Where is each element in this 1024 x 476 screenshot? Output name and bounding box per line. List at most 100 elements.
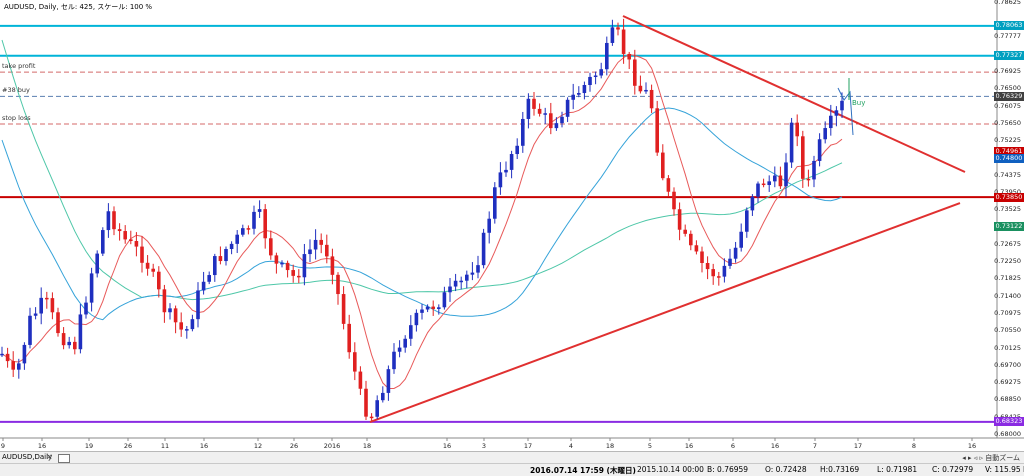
candle-body	[722, 265, 727, 277]
status-close: C: 0.72979	[932, 465, 974, 474]
x-tick-label: 16	[442, 442, 452, 450]
candle-body	[313, 239, 318, 250]
y-tick-label: 0.76925	[994, 67, 1021, 76]
y-tick-label: 0.78625	[994, 0, 1021, 6]
x-tick-label: 12	[253, 442, 263, 450]
candle-body	[22, 344, 27, 364]
candle-body	[543, 113, 547, 115]
candle-body	[61, 333, 66, 346]
x-tick-label: 26	[289, 442, 299, 450]
y-tick-label: 0.69700	[994, 360, 1021, 369]
candle-body	[840, 100, 844, 111]
candle-body	[414, 312, 419, 326]
candle-body	[700, 251, 704, 264]
candle-body	[739, 231, 743, 248]
x-tick-label: 6	[730, 442, 736, 450]
auto-scroll-control[interactable]: ◂ ▸ ◃ ▹ 自動ズーム	[962, 454, 1020, 462]
candle-body	[795, 122, 799, 137]
candle-body	[397, 347, 402, 352]
candle-body	[325, 244, 329, 257]
candle-body	[459, 280, 463, 283]
candle-body	[50, 298, 55, 313]
buy-marker-line	[837, 87, 854, 136]
candle-body	[571, 94, 575, 100]
status-open: O: 0.72428	[765, 465, 807, 474]
candle-body	[442, 292, 447, 308]
candle-body	[347, 323, 351, 353]
candle-body	[39, 297, 43, 314]
candle-body	[532, 98, 536, 109]
candle-body	[666, 178, 671, 192]
candle-body	[5, 353, 10, 362]
x-tick-label: 8	[911, 442, 917, 450]
candle-body	[190, 319, 195, 330]
candle-body	[778, 175, 783, 187]
candle-body	[801, 136, 805, 179]
x-tick-label: 18	[362, 442, 372, 450]
candle-body	[129, 239, 133, 242]
candle-body	[330, 256, 335, 275]
candle-body	[0, 353, 4, 356]
candle-body	[235, 234, 239, 244]
y-tick-label: 0.73950	[994, 188, 1021, 196]
candle-body	[616, 27, 620, 30]
status-buy-price: B: 0.76959	[707, 465, 749, 474]
candle-body	[582, 85, 587, 94]
y-tick-label: 0.76075	[994, 101, 1021, 110]
x-tick-label: 4	[568, 442, 574, 450]
price-tag: 0.73850	[994, 192, 1024, 202]
candle-body	[498, 172, 503, 188]
price-chart[interactable]: Buy	[0, 0, 1024, 451]
candle-body	[470, 272, 475, 275]
candle-body	[733, 247, 738, 259]
candle-body	[834, 110, 839, 116]
x-tick-label: 17	[523, 442, 533, 450]
candle-body	[291, 270, 295, 276]
candle-body	[683, 229, 687, 234]
x-tick-label: 19	[84, 442, 94, 450]
candle-body	[784, 162, 788, 187]
candle-body	[823, 128, 827, 140]
chart-tab[interactable]: AUDUSD,Daily	[2, 453, 53, 461]
candle-body	[453, 280, 458, 287]
candle-body	[437, 307, 441, 309]
candle-body	[241, 228, 245, 235]
candle-body	[252, 211, 256, 229]
candle-body	[84, 302, 88, 315]
y-tick-label: 0.70550	[994, 326, 1021, 335]
window-icon[interactable]	[58, 454, 70, 463]
candle-body	[767, 181, 771, 185]
candle-body	[672, 191, 676, 210]
candle-body	[33, 313, 38, 316]
price-tag: 0.76329	[994, 91, 1024, 101]
candle-body	[409, 325, 413, 339]
close-icon[interactable]: ×	[46, 452, 53, 461]
y-tick-label: 0.72250	[994, 257, 1021, 266]
candle-body	[817, 139, 822, 161]
candle-body	[168, 308, 172, 313]
candle-body	[504, 169, 508, 173]
status-low: L: 0.71981	[877, 465, 918, 474]
x-tick-label: 7	[812, 442, 818, 450]
y-tick-label: 0.75650	[994, 118, 1021, 127]
candle-body	[201, 281, 206, 291]
candle-body	[638, 85, 643, 92]
candle-body	[17, 363, 21, 370]
x-tick-label: 5	[647, 442, 653, 450]
y-tick-label: 0.68425	[994, 413, 1021, 421]
candle-body	[761, 183, 766, 186]
candle-body	[341, 294, 346, 324]
candle-body	[151, 268, 155, 272]
candle-body	[593, 75, 598, 78]
candle-body	[728, 258, 732, 266]
candle-body	[381, 392, 385, 401]
level-label: stop loss	[2, 113, 31, 122]
falling-trendline	[622, 15, 966, 173]
candle-body	[353, 352, 357, 372]
candle-body	[599, 69, 603, 76]
candle-body	[285, 262, 290, 271]
chart-title: AUDUSD, Daily, セル: 425, スケール: 100 %	[4, 3, 153, 11]
y-tick-label: 0.76500	[994, 84, 1021, 93]
candle-body	[185, 329, 189, 331]
